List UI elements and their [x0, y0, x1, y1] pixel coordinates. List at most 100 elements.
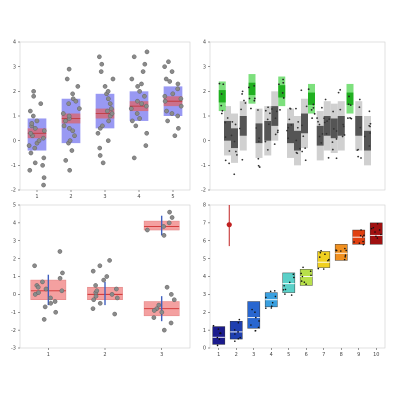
data-point: [359, 234, 362, 237]
x-tick-label: 5: [171, 194, 174, 200]
data-point: [151, 308, 157, 313]
x-tick-label: 4: [270, 352, 273, 358]
data-point: [303, 281, 306, 283]
y-tick-label: 2: [203, 310, 206, 316]
data-point: [162, 64, 167, 69]
y-tick-label: -2: [201, 188, 206, 194]
box-inner: [287, 123, 294, 144]
data-point: [167, 79, 173, 84]
data-point: [344, 256, 347, 258]
data-point: [112, 311, 118, 317]
data-point: [257, 157, 260, 160]
y-tick-label: 1: [203, 114, 206, 120]
data-point: [274, 117, 277, 120]
data-point: [36, 138, 42, 143]
data-point: [43, 286, 49, 292]
data-point: [221, 109, 224, 112]
box-inner: [278, 85, 286, 98]
data-point: [312, 107, 315, 109]
data-point: [167, 209, 172, 215]
data-point: [301, 275, 304, 278]
data-point: [342, 125, 345, 128]
x-tick-label: 1: [35, 194, 38, 200]
data-point: [347, 117, 349, 120]
data-point: [137, 116, 142, 121]
data-point: [297, 120, 300, 123]
data-point: [104, 274, 110, 279]
data-point: [240, 108, 242, 111]
data-point: [255, 127, 258, 129]
data-point: [273, 143, 276, 146]
data-point: [331, 141, 334, 144]
data-point: [234, 150, 237, 153]
data-point: [218, 82, 221, 85]
data-point: [178, 103, 184, 109]
x-tick-label: 5: [287, 352, 290, 358]
data-point: [40, 279, 45, 285]
y-tick-label: 0: [203, 346, 206, 352]
y-tick-label: -2: [11, 328, 16, 334]
data-point: [335, 130, 338, 132]
data-point: [345, 249, 347, 252]
y-tick-label: 1: [13, 114, 16, 120]
data-point: [368, 124, 371, 127]
data-point: [277, 129, 279, 132]
data-point: [142, 61, 148, 67]
data-point: [343, 258, 346, 261]
data-point: [241, 90, 244, 93]
box-inner: [316, 125, 324, 146]
data-point: [237, 321, 240, 324]
data-point: [169, 292, 174, 297]
data-point: [233, 329, 236, 331]
data-point: [324, 253, 326, 255]
data-point: [282, 97, 285, 99]
data-point: [331, 148, 334, 151]
data-point: [162, 98, 168, 104]
data-point: [369, 122, 372, 125]
data-point: [269, 290, 272, 293]
y-tick-label: 4: [203, 274, 206, 280]
data-point: [73, 98, 79, 104]
data-point: [144, 103, 149, 109]
data-point: [247, 86, 250, 89]
data-point: [70, 128, 76, 134]
data-point: [372, 226, 375, 229]
y-tick-label: 4: [203, 40, 206, 46]
data-point: [254, 311, 256, 313]
data-point: [270, 305, 273, 307]
data-point: [304, 159, 307, 162]
data-point: [166, 59, 171, 65]
data-point: [130, 118, 135, 124]
data-point: [327, 156, 330, 159]
data-point: [28, 130, 33, 136]
data-point: [313, 112, 316, 115]
data-point: [319, 251, 322, 254]
data-point: [106, 118, 111, 124]
data-point: [337, 91, 340, 94]
data-point: [320, 106, 323, 109]
data-point: [317, 120, 319, 123]
data-point: [347, 103, 350, 106]
data-point: [274, 295, 277, 298]
data-point: [97, 153, 103, 158]
data-point: [258, 137, 261, 140]
data-point: [140, 69, 146, 74]
data-point: [267, 123, 270, 126]
data-point: [241, 93, 243, 95]
data-point: [61, 123, 67, 129]
data-point: [362, 243, 365, 246]
data-point: [139, 81, 144, 87]
data-point: [110, 76, 116, 82]
y-tick-label: 3: [13, 64, 16, 70]
box-inner: [255, 123, 263, 144]
data-point: [241, 158, 244, 161]
data-point: [274, 133, 277, 136]
y-tick-label: 2: [13, 256, 16, 262]
data-point: [295, 107, 297, 110]
data-point: [98, 69, 104, 74]
data-point: [97, 263, 103, 269]
data-point: [356, 149, 359, 152]
data-point: [348, 95, 350, 98]
data-point: [217, 328, 220, 330]
data-point: [284, 293, 286, 295]
